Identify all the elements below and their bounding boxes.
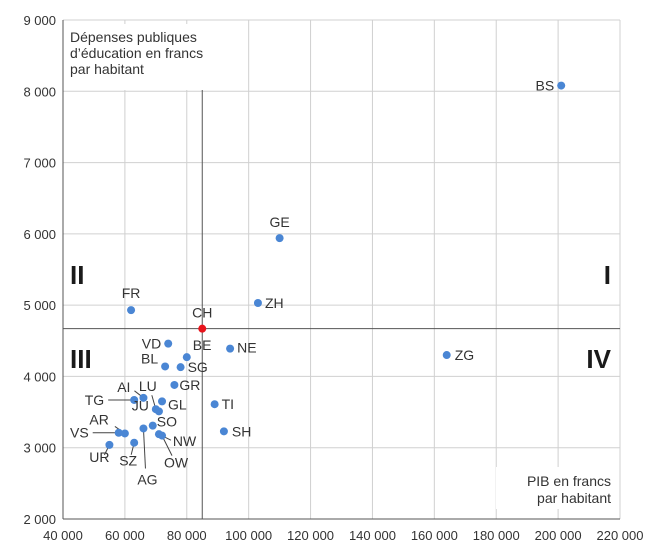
- point-label: UR: [89, 449, 109, 465]
- point-label: GR: [179, 377, 200, 393]
- data-point: [226, 344, 235, 353]
- y-tick-label: 2 000: [23, 512, 56, 527]
- y-tick-label: 9 000: [23, 13, 56, 28]
- data-point: [182, 353, 191, 362]
- y-annotation-background: [66, 24, 228, 90]
- point-label: VD: [142, 336, 161, 352]
- leader-line: [142, 428, 146, 469]
- data-point: [139, 393, 148, 402]
- point-label: SG: [188, 359, 208, 375]
- x-tick-label: 220 000: [597, 528, 644, 543]
- point-label: FR: [122, 285, 141, 301]
- data-point: [148, 421, 157, 430]
- data-point: [120, 429, 129, 438]
- point-label: NE: [237, 340, 256, 356]
- data-point: [219, 427, 228, 436]
- point-label: VS: [70, 425, 89, 441]
- y-tick-label: 4 000: [23, 369, 56, 384]
- data-point: [105, 440, 114, 449]
- x-axis-annotation: par habitant: [537, 490, 611, 506]
- point-label: AI: [117, 379, 130, 395]
- point-label: SO: [157, 414, 177, 430]
- data-point: [164, 339, 173, 348]
- x-tick-label: 140 000: [349, 528, 396, 543]
- point-label: GE: [269, 214, 289, 230]
- data-point: [130, 395, 139, 404]
- x-axis-annotation: PIB en francs: [527, 473, 611, 489]
- y-tick-label: 6 000: [23, 227, 56, 242]
- quadrant-label: III: [70, 344, 92, 374]
- data-point: [170, 380, 179, 389]
- data-point: [127, 306, 136, 315]
- y-tick-label: 8 000: [23, 84, 56, 99]
- x-tick-label: 100 000: [225, 528, 272, 543]
- y-tick-label: 7 000: [23, 156, 56, 171]
- data-point: [210, 400, 219, 409]
- point-label: GL: [168, 396, 187, 412]
- y-axis-annotation: par habitant: [70, 61, 144, 77]
- x-tick-label: 180 000: [473, 528, 520, 543]
- x-tick-label: 60 000: [105, 528, 145, 543]
- data-point: [557, 81, 566, 90]
- data-point: [253, 299, 262, 308]
- point-label: SZ: [119, 453, 137, 469]
- data-point: [442, 351, 451, 360]
- data-point: [161, 362, 170, 371]
- data-point: [198, 324, 207, 333]
- point-label: AR: [89, 411, 108, 427]
- y-axis-annotation: Dépenses publiques: [70, 29, 197, 45]
- quadrant-label: I: [604, 260, 611, 290]
- y-axis-annotation: d’éducation en francs: [70, 45, 203, 61]
- data-point: [114, 428, 123, 437]
- point-label: AG: [137, 471, 157, 487]
- data-point: [176, 363, 185, 372]
- point-label: JU: [132, 397, 149, 413]
- quadrant-label: IV: [586, 344, 611, 374]
- point-label: OW: [164, 455, 189, 471]
- x-annotation-background: [496, 467, 616, 509]
- point-label: NW: [173, 433, 197, 449]
- data-point: [158, 397, 167, 406]
- point-label: ZG: [455, 347, 474, 363]
- y-tick-label: 5 000: [23, 298, 56, 313]
- quadrant-label: II: [70, 260, 84, 290]
- data-point: [130, 438, 139, 447]
- x-tick-label: 200 000: [535, 528, 582, 543]
- point-label: CH: [192, 305, 212, 321]
- x-tick-label: 120 000: [287, 528, 334, 543]
- data-point: [275, 234, 284, 243]
- point-label: BS: [536, 78, 555, 94]
- x-tick-label: 160 000: [411, 528, 458, 543]
- x-tick-label: 40 000: [43, 528, 83, 543]
- point-label: BE: [193, 337, 212, 353]
- data-point: [154, 407, 163, 416]
- y-tick-label: 3 000: [23, 441, 56, 456]
- point-label: TI: [222, 396, 234, 412]
- point-label: ZH: [265, 295, 284, 311]
- x-tick-label: 80 000: [167, 528, 207, 543]
- point-label: BL: [141, 350, 158, 366]
- data-point: [158, 431, 167, 440]
- point-label: TG: [85, 392, 104, 408]
- point-label: LU: [139, 378, 157, 394]
- data-point: [139, 424, 148, 433]
- point-label: SH: [232, 423, 251, 439]
